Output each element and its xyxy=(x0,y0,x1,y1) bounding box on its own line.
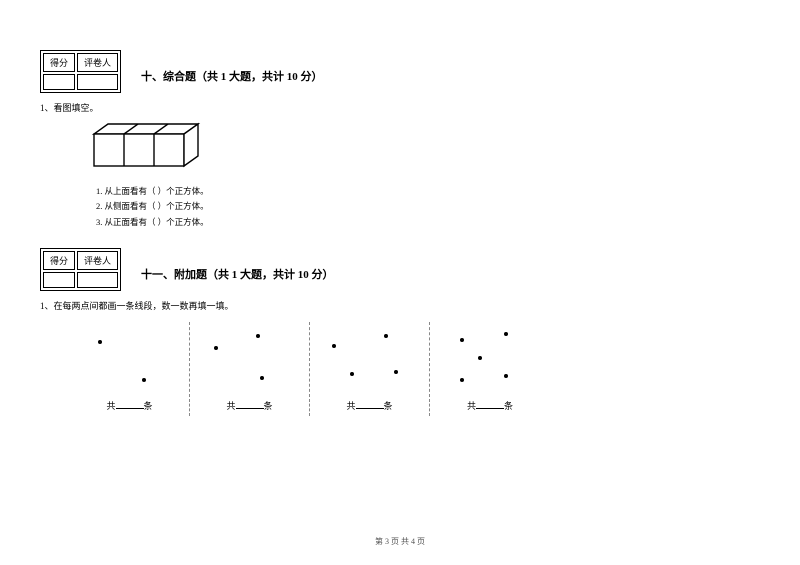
score-box-11: 得分 评卷人 xyxy=(40,248,121,291)
dots-row xyxy=(70,322,760,397)
dots-group-2 xyxy=(190,322,310,397)
answer-suffix: 条 xyxy=(384,401,393,411)
dot-point xyxy=(478,356,482,360)
grader-cell-11 xyxy=(77,272,118,288)
answer-prefix: 共 xyxy=(467,401,476,411)
answer-suffix: 条 xyxy=(264,401,273,411)
cube-svg xyxy=(80,120,210,175)
dot-point xyxy=(460,338,464,342)
section10-sub-items: 1. 从上面看有（ ）个正方体。 2. 从侧面看有（ ）个正方体。 3. 从正面… xyxy=(96,184,760,230)
blank-line xyxy=(236,399,264,409)
dot-point xyxy=(98,340,102,344)
dots-group-3 xyxy=(310,322,430,397)
dot-point xyxy=(256,334,260,338)
answer-suffix: 条 xyxy=(504,401,513,411)
dot-point xyxy=(214,346,218,350)
dot-point xyxy=(460,378,464,382)
score-cell-11 xyxy=(43,272,75,288)
sub-item-2: 2. 从侧面看有（ ）个正方体。 xyxy=(96,199,760,214)
blank-line xyxy=(356,399,384,409)
section11-header: 得分 评卷人 十一、附加题（共 1 大题，共计 10 分） xyxy=(40,248,760,291)
grader-label-11: 评卷人 xyxy=(77,251,118,270)
score-label-11: 得分 xyxy=(43,251,75,270)
answers-row: 共条 共条 共条 共条 xyxy=(70,399,760,416)
dot-point xyxy=(504,374,508,378)
answer-4: 共条 xyxy=(430,399,550,416)
dot-point xyxy=(384,334,388,338)
section10-title: 十、综合题（共 1 大题，共计 10 分） xyxy=(141,68,323,84)
dot-point xyxy=(504,332,508,336)
section10-header: 得分 评卷人 十、综合题（共 1 大题，共计 10 分） xyxy=(40,50,760,93)
dot-point xyxy=(332,344,336,348)
score-label: 得分 xyxy=(43,53,75,72)
answer-prefix: 共 xyxy=(226,401,235,411)
section11-q1-label: 1、在每两点间都画一条线段，数一数再填一填。 xyxy=(40,299,760,312)
dot-point xyxy=(350,372,354,376)
score-cell xyxy=(43,74,75,90)
answer-suffix: 条 xyxy=(144,401,153,411)
grader-cell xyxy=(77,74,118,90)
score-box-10: 得分 评卷人 xyxy=(40,50,121,93)
section11-title: 十一、附加题（共 1 大题，共计 10 分） xyxy=(141,266,334,282)
grader-label: 评卷人 xyxy=(77,53,118,72)
answer-prefix: 共 xyxy=(346,401,355,411)
answer-prefix: 共 xyxy=(106,401,115,411)
blank-line xyxy=(476,399,504,409)
page-footer: 第 3 页 共 4 页 xyxy=(0,536,800,547)
dot-point xyxy=(260,376,264,380)
sub-item-3: 3. 从正面看有（ ）个正方体。 xyxy=(96,215,760,230)
section10-q1-label: 1、看图填空。 xyxy=(40,101,760,114)
dots-group-1 xyxy=(70,322,190,397)
sub-item-1: 1. 从上面看有（ ）个正方体。 xyxy=(96,184,760,199)
dot-point xyxy=(142,378,146,382)
dots-group-4 xyxy=(430,322,550,397)
blank-line xyxy=(116,399,144,409)
cube-figure xyxy=(80,120,760,178)
answer-1: 共条 xyxy=(70,399,190,416)
answer-2: 共条 xyxy=(190,399,310,416)
dot-point xyxy=(394,370,398,374)
answer-3: 共条 xyxy=(310,399,430,416)
